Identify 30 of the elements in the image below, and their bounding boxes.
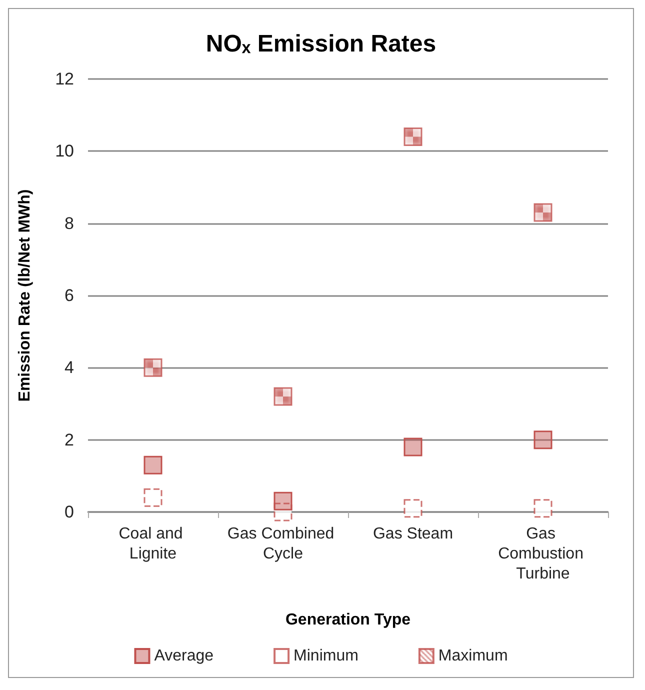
y-tick-label: 8 — [64, 214, 74, 233]
point — [144, 358, 162, 377]
point — [144, 456, 162, 474]
legend-label: Average — [154, 648, 214, 664]
x-tick-label: Gas Combustion Turbine — [498, 526, 588, 582]
point — [274, 502, 292, 522]
legend-label: Minimum — [294, 648, 358, 664]
x-tick-label: Coal and Lignite — [118, 526, 188, 562]
y-tick-label: 2 — [64, 430, 74, 450]
point — [404, 127, 422, 146]
chart-frame: Emission Rate (lb/Net MWh) Generation Type 0 2 4 6 8 10 12 Coal and Lignite Gas Combined Cycle Gas Steam Gas Combustion Turbine Average Minimum Maximum NOₓ Emission Rates — [8, 8, 634, 678]
y-tick-label: 10 — [55, 142, 74, 161]
x-tick-label: Gas Steam — [372, 526, 454, 542]
point — [404, 438, 422, 456]
point — [274, 492, 292, 510]
chart-title: NOₓ Emission Rates — [206, 30, 436, 58]
legend-label: Maximum — [438, 648, 508, 664]
y-tick-label: 12 — [55, 70, 74, 88]
point — [534, 499, 552, 518]
point — [144, 488, 162, 507]
y-tick-label: 4 — [64, 358, 74, 378]
point — [274, 387, 292, 406]
x-axis-title: Generation Type — [285, 612, 411, 628]
y-tick-label: 6 — [64, 286, 74, 305]
point — [534, 430, 552, 450]
x-tick-label: Gas Combined Cycle — [227, 526, 339, 562]
y-axis-title: Emission Rate (lb/Net MWh) — [16, 189, 34, 402]
y-tick-label: 0 — [64, 502, 74, 522]
point — [404, 499, 422, 518]
point — [534, 203, 552, 222]
